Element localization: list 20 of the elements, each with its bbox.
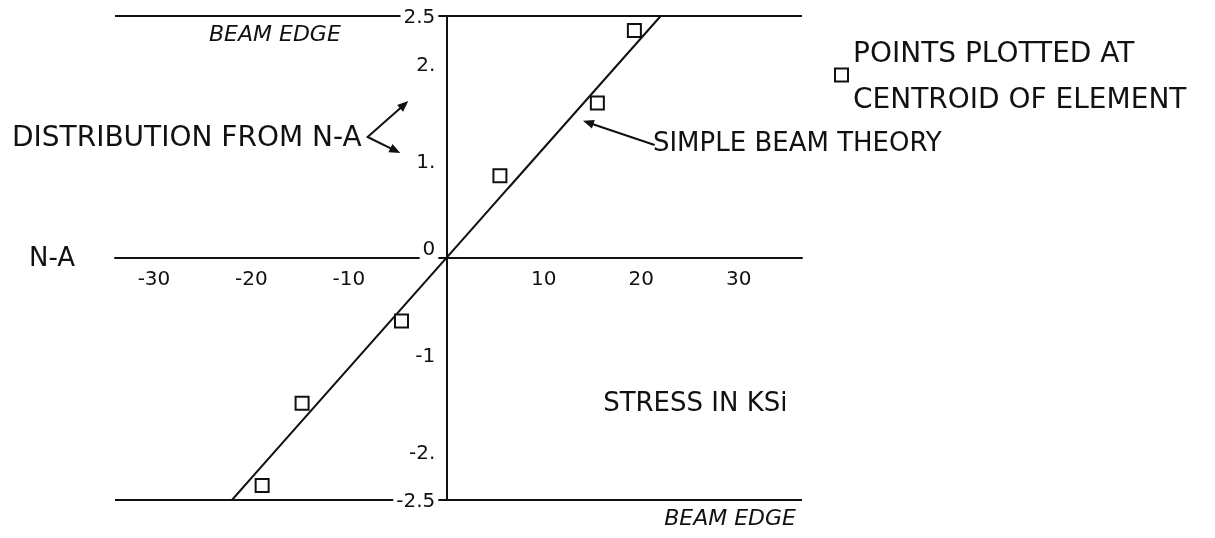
x-tick-label: -20 bbox=[235, 266, 268, 290]
y-tick-label: -2. bbox=[409, 439, 436, 464]
x-tick-label: 20 bbox=[628, 266, 654, 290]
x-tick-label: -30 bbox=[137, 266, 171, 290]
x-tick-label: 10 bbox=[531, 266, 557, 290]
ref-line-label: BEAM EDGE bbox=[209, 20, 341, 46]
x-tick-label: -10 bbox=[332, 266, 366, 290]
ref-line-label: BEAM EDGE bbox=[664, 504, 797, 530]
y-tick-label: -2.5 bbox=[396, 488, 436, 512]
x-tick-label: 30 bbox=[725, 266, 752, 290]
x-axis-title: STRESS IN KSi bbox=[603, 387, 788, 419]
annotation: SIMPLE BEAM THEORY bbox=[652, 126, 942, 158]
text: N-A bbox=[28, 242, 75, 273]
y-tick-label: 2.5 bbox=[403, 4, 436, 28]
y-tick-label: -1 bbox=[415, 342, 436, 367]
y-tick-label: 1. bbox=[416, 149, 436, 174]
y-tick-label: 2. bbox=[416, 52, 436, 77]
y-tick-label: 0 bbox=[422, 236, 436, 260]
y-axis-title: DISTRIBUTION FROM N-A bbox=[12, 119, 362, 154]
legend-label: POINTS PLOTTED AT CENTROID OF ELEMENT bbox=[853, 35, 1188, 115]
